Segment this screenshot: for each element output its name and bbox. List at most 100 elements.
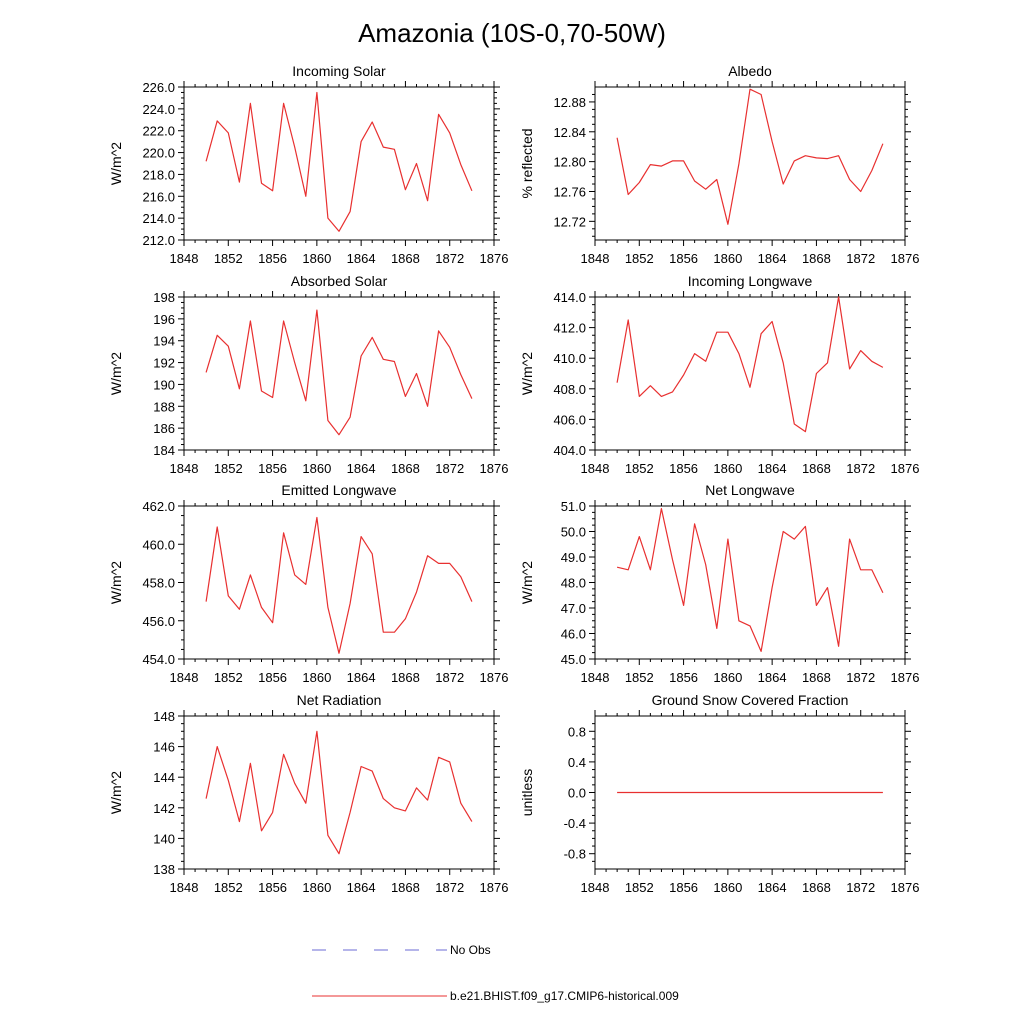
x-tick-label: 1868: [391, 461, 420, 476]
x-tick-label: 1872: [435, 251, 464, 266]
y-tick-label: 140: [153, 831, 175, 846]
legend-label: No Obs: [450, 943, 491, 957]
legend: No Obs b.e21.BHIST.f09_g17.CMIP6-historic…: [312, 943, 679, 1003]
x-tick-label: 1852: [214, 251, 243, 266]
x-tick-label: 1856: [669, 461, 698, 476]
x-tick-label: 1852: [625, 670, 654, 685]
x-tick-label: 1848: [581, 461, 610, 476]
x-tick-label: 1868: [391, 670, 420, 685]
y-tick-label: 49.0: [561, 550, 586, 565]
x-tick-label: 1864: [347, 670, 376, 685]
x-tick-label: 1856: [669, 880, 698, 895]
x-tick-label: 1860: [302, 670, 331, 685]
panel-title: Absorbed Solar: [291, 273, 388, 289]
y-tick-label: 46.0: [561, 627, 586, 642]
plot-frame: [183, 505, 495, 660]
y-tick-label: 456.0: [142, 614, 175, 629]
y-tick-label: 458.0: [142, 576, 175, 591]
series-line: [616, 508, 884, 653]
series-line: [616, 296, 884, 433]
panel-title: Ground Snow Covered Fraction: [652, 692, 849, 708]
y-tick-label: 222.0: [142, 124, 175, 139]
y-tick-label: 226.0: [142, 80, 175, 95]
y-axis-label: W/m^2: [108, 352, 124, 395]
panel-net-radiation: Net Radiation 1848 1852 1856 1860 1864 1868 187…: [108, 692, 508, 895]
y-tick-label: 45.0: [561, 652, 586, 667]
x-tick-label: 1876: [480, 880, 509, 895]
x-tick-label: 1860: [302, 461, 331, 476]
x-tick-label: 1848: [581, 880, 610, 895]
y-tick-label: 214.0: [142, 211, 175, 226]
plot-frame: [594, 505, 906, 660]
y-tick-label: 184: [153, 443, 175, 458]
x-tick-label: 1868: [802, 461, 831, 476]
x-tick-label: 1872: [846, 880, 875, 895]
y-tick-label: 47.0: [561, 601, 586, 616]
x-tick-label: 1864: [347, 880, 376, 895]
x-tick-label: 1868: [802, 670, 831, 685]
x-tick-label: 1876: [480, 251, 509, 266]
panel-ground-snow-covered-fraction: Ground Snow Covered Fraction 1848 1852 1856…: [519, 692, 919, 895]
x-tick-label: 1848: [170, 880, 199, 895]
series-line: [205, 91, 473, 232]
y-tick-label: 194: [153, 334, 175, 349]
y-tick-label: 216.0: [142, 189, 175, 204]
y-axis-label: W/m^2: [108, 561, 124, 604]
panel-incoming-solar: Incoming Solar 1848 1852 1856 1860 1864 1868 18…: [108, 63, 508, 266]
y-tick-label: 190: [153, 377, 175, 392]
y-tick-label: 406.0: [553, 412, 586, 427]
x-tick-label: 1856: [669, 251, 698, 266]
panel-title: Net Longwave: [705, 482, 795, 498]
x-tick-label: 1848: [581, 670, 610, 685]
y-tick-label: 186: [153, 421, 175, 436]
y-tick-label: 50.0: [561, 525, 586, 540]
y-tick-label: 12.76: [553, 184, 586, 199]
legend-label: b.e21.BHIST.f09_g17.CMIP6-historical.009: [450, 989, 679, 1003]
y-tick-label: 410.0: [553, 351, 586, 366]
y-tick-label: 0.0: [568, 786, 586, 801]
x-tick-label: 1856: [258, 880, 287, 895]
panel-title: Incoming Solar: [292, 63, 386, 79]
y-tick-label: 454.0: [142, 652, 175, 667]
x-tick-label: 1876: [891, 880, 920, 895]
x-tick-label: 1848: [170, 251, 199, 266]
y-tick-label: 188: [153, 399, 175, 414]
x-tick-label: 1856: [669, 670, 698, 685]
x-tick-label: 1876: [891, 461, 920, 476]
x-tick-label: 1872: [435, 461, 464, 476]
x-tick-label: 1868: [802, 251, 831, 266]
panel-title: Incoming Longwave: [688, 273, 813, 289]
y-tick-label: 414.0: [553, 290, 586, 305]
x-tick-label: 1852: [214, 461, 243, 476]
x-tick-label: 1856: [258, 670, 287, 685]
x-tick-label: 1872: [435, 880, 464, 895]
x-tick-label: 1864: [758, 251, 787, 266]
y-axis-label: W/m^2: [108, 142, 124, 185]
y-tick-label: -0.8: [564, 847, 586, 862]
figure-title: Amazonia (10S-0,70-50W): [358, 18, 666, 48]
x-tick-label: 1860: [302, 880, 331, 895]
x-tick-label: 1860: [302, 251, 331, 266]
x-tick-label: 1872: [846, 251, 875, 266]
x-tick-label: 1876: [891, 670, 920, 685]
panel-title: Net Radiation: [297, 692, 382, 708]
x-tick-label: 1848: [581, 251, 610, 266]
series-line: [205, 516, 473, 654]
series-line: [205, 309, 473, 436]
x-tick-label: 1852: [625, 461, 654, 476]
y-tick-label: -0.4: [564, 816, 586, 831]
x-tick-label: 1860: [713, 251, 742, 266]
x-tick-label: 1860: [713, 880, 742, 895]
panels: Incoming Solar 1848 1852 1856 1860 1864 1868 18…: [108, 63, 919, 895]
x-tick-label: 1848: [170, 670, 199, 685]
x-tick-label: 1852: [214, 880, 243, 895]
x-tick-label: 1876: [480, 461, 509, 476]
x-tick-label: 1868: [391, 880, 420, 895]
y-tick-label: 144: [153, 770, 175, 785]
panel-albedo: Albedo 1848 1852 1856 1860 1864 1868 1872 1876 12…: [519, 63, 919, 266]
y-axis-label: unitless: [519, 769, 535, 816]
x-tick-label: 1864: [347, 461, 376, 476]
plot-frame: [183, 715, 495, 870]
plot-frame: [183, 296, 495, 451]
